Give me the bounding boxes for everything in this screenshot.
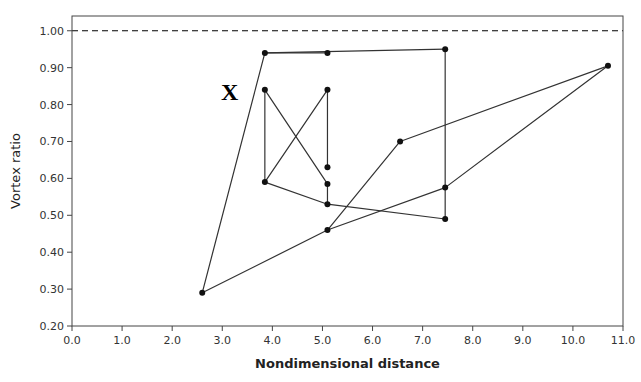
x-tick (122, 326, 123, 331)
point (442, 185, 448, 191)
y-tick (67, 141, 72, 142)
x-tick-label: 5.0 (314, 334, 332, 347)
y-tick-label: 0.30 (40, 283, 65, 296)
x-tick (272, 326, 273, 331)
x-tick-label: 0.0 (63, 334, 81, 347)
point (397, 138, 403, 144)
point (442, 216, 448, 222)
segment (327, 204, 445, 219)
point (442, 46, 448, 52)
segment (327, 90, 328, 168)
y-tick-label: 0.50 (40, 209, 65, 222)
x-tick-label: 3.0 (214, 334, 232, 347)
x-tick-label: 6.0 (364, 334, 382, 347)
point (324, 227, 330, 233)
segment (265, 90, 328, 184)
annotation: X (221, 79, 239, 105)
y-tick (67, 215, 72, 216)
x-tick (422, 326, 423, 331)
point (324, 50, 330, 56)
x-tick-label: 4.0 (264, 334, 282, 347)
segment (400, 66, 608, 142)
y-tick (67, 104, 72, 105)
x-tick-label: 11.0 (611, 334, 636, 347)
segment (327, 188, 445, 230)
x-tick (72, 326, 73, 331)
x-tick-label: 2.0 (163, 334, 181, 347)
y-tick-label: 0.20 (40, 320, 65, 333)
y-tick (67, 178, 72, 179)
x-tick-label: 9.0 (514, 334, 532, 347)
y-tick (67, 252, 72, 253)
y-tick-label: 0.60 (40, 172, 65, 185)
segment (264, 90, 265, 182)
x-tick (372, 326, 373, 331)
point (324, 181, 330, 187)
y-tick-label: 1.00 (40, 25, 65, 38)
x-tick-label: 7.0 (414, 334, 432, 347)
point (324, 201, 330, 207)
point (605, 63, 611, 69)
y-tick (67, 289, 72, 290)
point (262, 179, 268, 185)
plot-frame (72, 16, 623, 326)
y-tick-label: 0.80 (40, 99, 65, 112)
segment (327, 184, 328, 204)
x-tick (222, 326, 223, 331)
segment (265, 90, 328, 182)
point (262, 50, 268, 56)
data (72, 31, 623, 296)
x-tick (572, 326, 573, 331)
segment (202, 53, 265, 293)
y-axis-label: Vortex ratio (8, 133, 23, 209)
y-tick-label: 0.70 (40, 135, 65, 148)
point (262, 87, 268, 93)
chart: 0.0 1.0 2.0 3.0 4.0 5.0 6.0 7.0 8.0 9.0 10.0 11.0 0.… (0, 0, 641, 382)
x-tick-label: 10.0 (561, 334, 586, 347)
y-tick-label: 0.90 (40, 62, 65, 75)
y-tick-label: 0.40 (40, 246, 65, 259)
y-tick (67, 30, 72, 31)
x-tick (172, 326, 173, 331)
x-tick-label: 8.0 (464, 334, 482, 347)
x-tick (322, 326, 323, 331)
x-tick-label: 1.0 (113, 334, 131, 347)
segment (202, 230, 327, 293)
x-axis-label: Nondimensional distance (255, 356, 440, 371)
segment (265, 49, 445, 53)
reference-line (72, 30, 623, 31)
axes: 0.0 1.0 2.0 3.0 4.0 5.0 6.0 7.0 8.0 9.0 10.0 11.0 0.… (40, 25, 636, 347)
plot-background (72, 16, 623, 326)
x-tick (623, 326, 624, 331)
x-tick (472, 326, 473, 331)
x-tick (522, 326, 523, 331)
y-tick (67, 326, 72, 327)
point (324, 164, 330, 170)
segment (265, 182, 328, 204)
segment (445, 49, 446, 219)
segment (445, 66, 608, 188)
point (199, 290, 205, 296)
y-tick (67, 67, 72, 68)
point (324, 87, 330, 93)
